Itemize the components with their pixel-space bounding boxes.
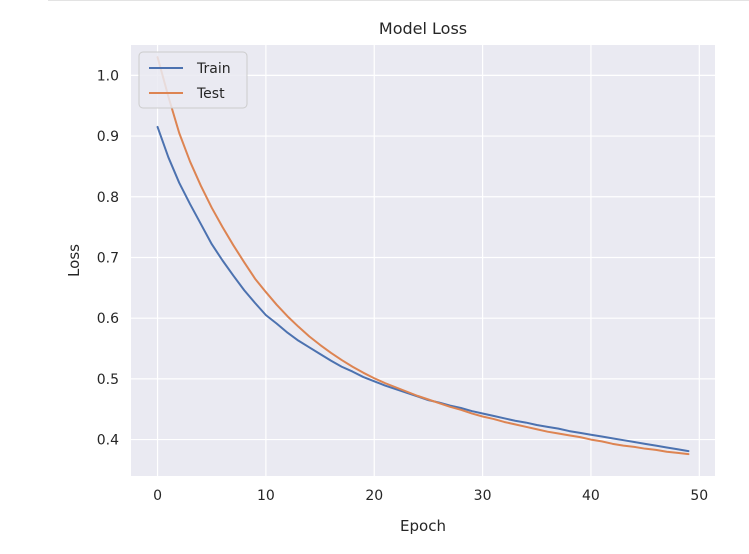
legend-frame: [138, 51, 248, 109]
x-axis-ticks: 0 10 20 30 40 50: [153, 488, 708, 504]
y-tick-label: 0.8: [97, 190, 119, 206]
y-tick-label: 1.0: [97, 68, 119, 84]
x-tick-label: 0: [153, 488, 162, 504]
legend-label-train: Train: [196, 61, 231, 77]
x-tick-label: 20: [365, 488, 383, 504]
plot-area: [131, 45, 715, 476]
x-axis-label: Epoch: [400, 517, 446, 535]
y-axis-ticks: 0.4 0.5 0.6 0.7 0.8 0.9 1.0: [97, 68, 119, 448]
legend: Train Test: [138, 51, 248, 109]
y-tick-label: 0.6: [97, 311, 119, 327]
x-tick-label: 30: [474, 488, 492, 504]
y-axis-label: Loss: [65, 244, 83, 277]
chart-title: Model Loss: [379, 19, 467, 38]
y-tick-label: 0.4: [97, 433, 119, 449]
x-tick-label: 50: [690, 488, 708, 504]
series-lines: [156, 56, 690, 456]
series-line-test: [156, 56, 690, 456]
y-tick-label: 0.5: [97, 372, 119, 388]
legend-label-test: Test: [196, 86, 225, 102]
y-tick-label: 0.9: [97, 129, 119, 145]
x-tick-label: 10: [257, 488, 275, 504]
x-tick-label: 40: [582, 488, 600, 504]
top-divider-line: [48, 0, 749, 1]
y-tick-label: 0.7: [97, 250, 119, 266]
